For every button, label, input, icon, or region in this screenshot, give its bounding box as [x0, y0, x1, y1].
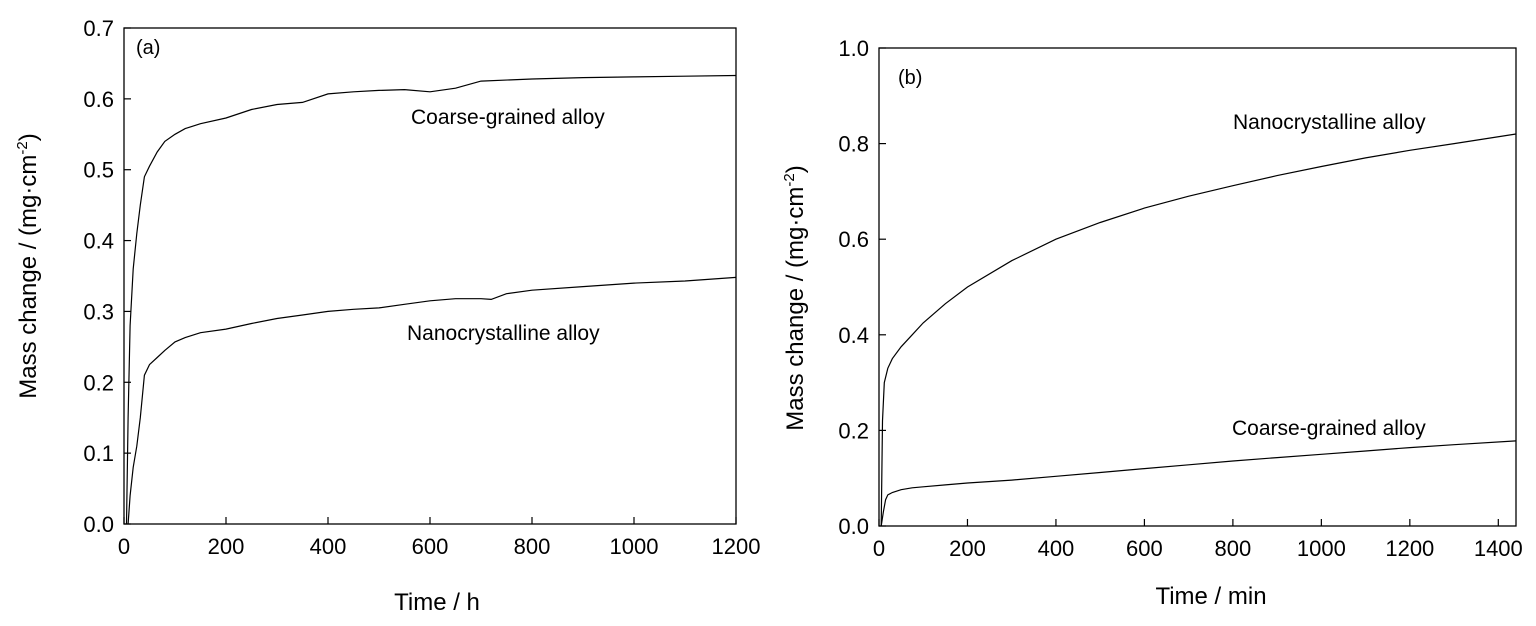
panel-a-y-axis-title-main: Mass change / (mg·cm — [15, 155, 42, 399]
panel-a-x-axis-title: Time / h — [394, 589, 480, 616]
panel-a-y-tick-label: 0.7 — [83, 16, 114, 41]
panel-b-y-tick-label: 0.8 — [838, 132, 869, 157]
panel-b-x-tick-label: 0 — [873, 536, 885, 561]
panel-a-annotation-nano: Nanocrystalline alloy — [407, 322, 600, 345]
panel-a-y-tick-label: 0.3 — [83, 299, 114, 324]
panel-a-x-tick-label: 1000 — [610, 534, 659, 559]
panel-a-y-tick-label: 0.4 — [83, 229, 114, 254]
panel-a-y-tick-label: 0.5 — [83, 158, 114, 183]
panel-b-series-coarse-grained-alloy — [880, 440, 1517, 527]
panel-b-x-tick-label: 400 — [1038, 536, 1075, 561]
panel-a-y-tick-label: 0.6 — [83, 87, 114, 112]
panel-a-ticks: 0 200 400 600 800 1000 1200 0.0 0.1 0.2 0.3 0.4 0.5 0… — [83, 16, 760, 559]
panel-b-y-tick-label: 0.2 — [838, 418, 869, 443]
panel-b-series-nanocrystalline-alloy — [880, 133, 1517, 527]
panel-b-x-axis-title: Time / min — [1155, 583, 1266, 610]
panel-b-x-tick-label: 1400 — [1474, 536, 1523, 561]
panel-a-y-axis-title: Mass change / (mg·cm-2) — [14, 133, 42, 398]
panel-b-y-axis-title: Mass change / (mg·cm-2) — [781, 165, 809, 430]
panel-b-y-tick-label: 0.0 — [838, 514, 869, 539]
panel-b-y-axis-title-main: Mass change / (mg·cm — [782, 187, 809, 431]
panel-a-x-tick-label: 600 — [412, 534, 449, 559]
panel-b-plot-frame — [878, 47, 1517, 527]
panel-a-series-nanocrystalline-alloy — [127, 276, 737, 525]
panel-b-y-tick-label: 1.0 — [838, 36, 869, 61]
panel-a-plot-frame — [123, 27, 737, 525]
panel-a-label: (a) — [136, 37, 160, 59]
panel-b-x-tick-label: 200 — [949, 536, 986, 561]
panel-b-annotation-nano: Nanocrystalline alloy — [1233, 111, 1426, 134]
panel-a-y-axis-title-end: ) — [15, 133, 42, 141]
panel-a-x-tick-label: 0 — [118, 534, 130, 559]
panel-b-chart: 0 200 400 600 800 1000 1200 1400 0.0 0.2 0.4 0.6 0.8… — [781, 36, 1523, 610]
panel-b-y-axis-title-end: ) — [782, 165, 809, 173]
panel-a-x-tick-label: 800 — [514, 534, 551, 559]
panel-b-y-axis-title-sup: -2 — [781, 173, 798, 186]
panel-a-x-tick-label: 1200 — [712, 534, 761, 559]
panel-b-x-tick-label: 800 — [1215, 536, 1252, 561]
panel-b-x-tick-label: 1200 — [1385, 536, 1434, 561]
panel-b-y-tick-label: 0.4 — [838, 323, 869, 348]
panel-a-y-tick-label: 0.1 — [83, 441, 114, 466]
panel-a-x-tick-label: 400 — [310, 534, 347, 559]
panel-a-series — [125, 74, 737, 525]
panel-a-y-tick-label: 0.0 — [83, 512, 114, 537]
panel-b-x-tick-label: 600 — [1126, 536, 1163, 561]
panel-b-ticks: 0 200 400 600 800 1000 1200 1400 0.0 0.2 0.4 0.6 0.8… — [838, 36, 1522, 561]
panel-b-series — [880, 133, 1517, 527]
panel-a-annotation-coarse: Coarse-grained alloy — [411, 106, 605, 129]
panel-a-chart: 0 200 400 600 800 1000 1200 0.0 0.1 0.2 0.3 0.4 0.5 0… — [14, 16, 760, 616]
panel-b-x-tick-label: 1000 — [1297, 536, 1346, 561]
panel-b-label: (b) — [898, 67, 922, 89]
panel-a-y-axis-title-sup: -2 — [14, 141, 31, 154]
panel-b-annotation-coarse: Coarse-grained alloy — [1232, 417, 1426, 440]
panel-a-x-tick-label: 200 — [208, 534, 245, 559]
panel-a-y-tick-label: 0.2 — [83, 370, 114, 395]
panel-a-series-coarse-grained-alloy — [125, 74, 737, 525]
panel-b-y-tick-label: 0.6 — [838, 227, 869, 252]
